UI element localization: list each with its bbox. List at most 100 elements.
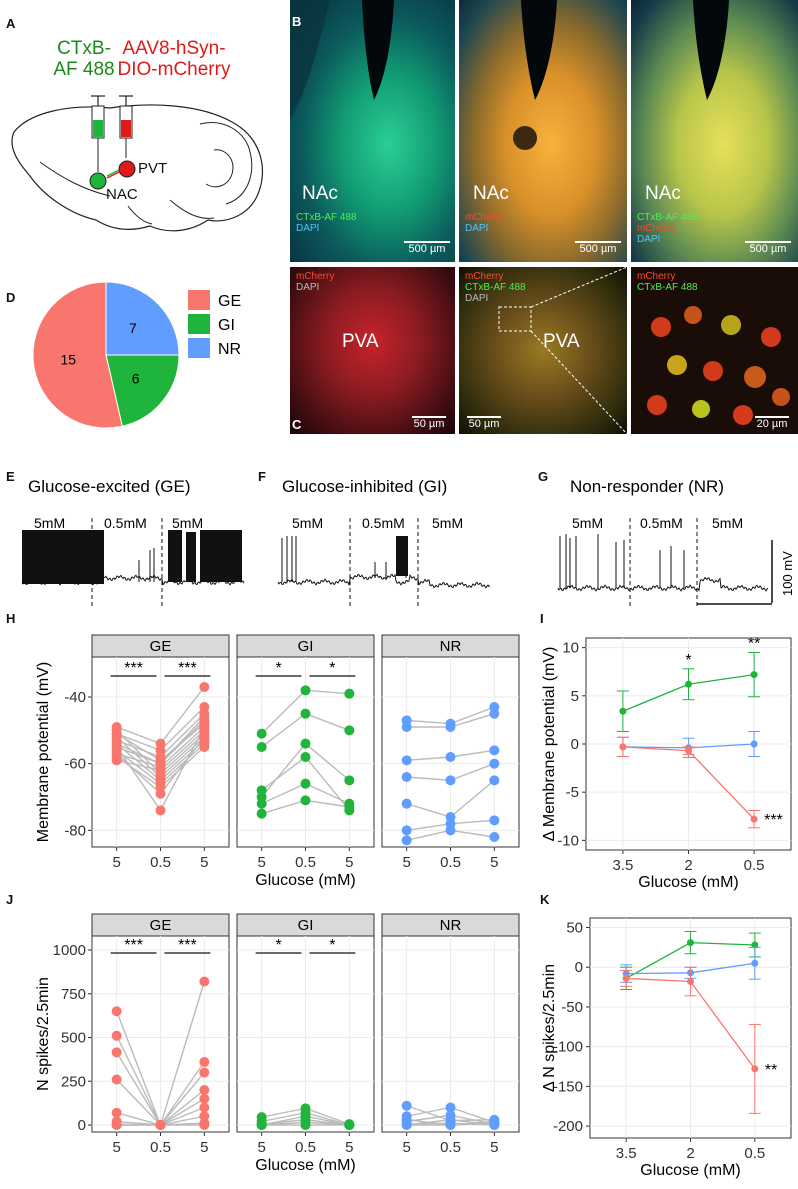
facet-title-gi: GI (298, 917, 314, 934)
scale-bar: 20 µm (755, 416, 789, 430)
pie-slice-ge (32, 281, 123, 429)
trace-gi (277, 518, 491, 608)
x-tick-label: 5 (112, 1139, 120, 1156)
data-point-ge (622, 974, 630, 982)
data-point-ge (199, 722, 210, 732)
x-tick-label: 5 (257, 1139, 265, 1156)
data-point-gi (300, 1120, 311, 1130)
data-point-nr (750, 740, 758, 748)
trace-title-gi: Glucose-inhibited (GI) (282, 477, 447, 496)
y-tick-label: 250 (61, 1073, 86, 1090)
data-point-nr (489, 708, 500, 719)
scale-bar: 500 µm (745, 240, 791, 255)
data-point-nr (401, 835, 412, 846)
facet-title-nr: NR (440, 638, 462, 655)
legend-label-ge: GE (218, 293, 241, 310)
data-point-ge (111, 1006, 122, 1017)
sig-label: *** (178, 660, 197, 677)
cond-label-e3: 5mM (172, 515, 203, 531)
data-point-nr (401, 755, 412, 766)
data-point-ge (111, 728, 122, 739)
scale-bar: 50 µm (412, 416, 446, 430)
legend-swatch-nr (188, 338, 210, 358)
channel-label-1: CTxB-AF 488 (296, 212, 357, 223)
scale-bar: 500 µm (575, 240, 621, 255)
data-point-ge (155, 788, 166, 799)
legend-label-nr: NR (218, 341, 241, 358)
panel-label-c: C (292, 417, 302, 432)
data-point-gi (344, 775, 355, 786)
y-axis-label: N spikes/2.5min (35, 977, 52, 1091)
x-tick-label: 5 (112, 854, 120, 871)
y-tick-label: -100 (553, 1039, 583, 1056)
x-tick-label: 0.5 (744, 1145, 765, 1162)
y-tick-label: -60 (64, 756, 86, 773)
scale-bar: 50 µm (467, 416, 501, 430)
region-label-pvt: PVT (138, 160, 168, 177)
panel-label-d: D (6, 290, 16, 305)
cond-label-g3: 5mM (712, 515, 743, 531)
facet-title-ge: GE (150, 638, 172, 655)
panel-label-k: K (540, 892, 550, 907)
sig-label-ge: *** (764, 812, 783, 829)
x-tick-label: 2 (686, 1145, 694, 1162)
region-label-nac: NAC (106, 186, 138, 203)
data-point-gi (685, 680, 692, 688)
sig-label: *** (178, 937, 197, 954)
data-point-nr (401, 772, 412, 782)
x-tick-label: 5 (345, 854, 353, 871)
data-point-ge (199, 682, 210, 692)
x-tick-label: 5 (402, 854, 410, 871)
data-point-ge (199, 1111, 210, 1122)
data-point-gi (256, 728, 267, 739)
y-tick-label: 50 (566, 920, 583, 937)
data-point-ge (199, 1067, 210, 1078)
trace-ge-burst (200, 530, 242, 582)
channel-label-1: CTxB-AF 488 (637, 212, 698, 223)
micrograph-b3: NAc CTxB-AF 488 mCherry DAPI 500 µm (631, 0, 798, 262)
data-point-ge (111, 1120, 122, 1130)
region-label: PVA (543, 331, 580, 352)
data-point-ge (751, 1065, 759, 1073)
data-point-gi (344, 805, 355, 816)
y-tick-label: -150 (553, 1078, 583, 1095)
y-axis-label: Δ Membrane potential (mV) (541, 647, 558, 842)
x-tick-label: 0.5 (440, 1139, 461, 1156)
cond-label-e1: 5mM (34, 515, 65, 531)
y-tick-label: 1000 (53, 942, 86, 959)
x-tick-label: 0.5 (150, 1139, 171, 1156)
region-label: PVA (342, 331, 379, 352)
y-tick-label: -80 (64, 822, 86, 839)
pie-value-ge: 15 (60, 351, 76, 367)
trace-ge-burst (168, 530, 182, 582)
data-point-ge (199, 742, 210, 752)
x-axis-label: Glucose (mM) (255, 872, 355, 889)
data-point-ge (155, 755, 166, 766)
y-tick-label: 10 (562, 640, 579, 657)
legend-swatch-gi (188, 314, 210, 334)
facet-title-nr: NR (440, 917, 462, 934)
virus-label-line1: AAV8-hSyn- (122, 38, 226, 59)
data-point-gi (256, 742, 267, 752)
legend-swatch-ge (188, 290, 210, 310)
data-point-ge (199, 1102, 210, 1113)
data-point-nr (445, 1102, 456, 1113)
x-tick-label: 5 (490, 854, 498, 871)
pie-chart-d: 7 6 15 GE GI NR (32, 281, 241, 429)
data-point-ge (619, 743, 627, 751)
data-point-gi (256, 808, 267, 819)
micrograph-b2: NAc mCherry DAPI 500 µm (459, 0, 627, 262)
data-point-gi (751, 941, 759, 949)
cell-bodies-icon (647, 306, 790, 425)
data-point-gi (300, 738, 311, 749)
data-point-nr (401, 722, 412, 732)
data-point-gi (300, 795, 311, 806)
cond-label-f1: 5mM (292, 515, 323, 531)
trace-gi-baseline (277, 573, 491, 589)
data-point-ge (687, 978, 694, 986)
sig-label: * (275, 937, 281, 954)
x-tick-label: 5 (200, 1139, 208, 1156)
